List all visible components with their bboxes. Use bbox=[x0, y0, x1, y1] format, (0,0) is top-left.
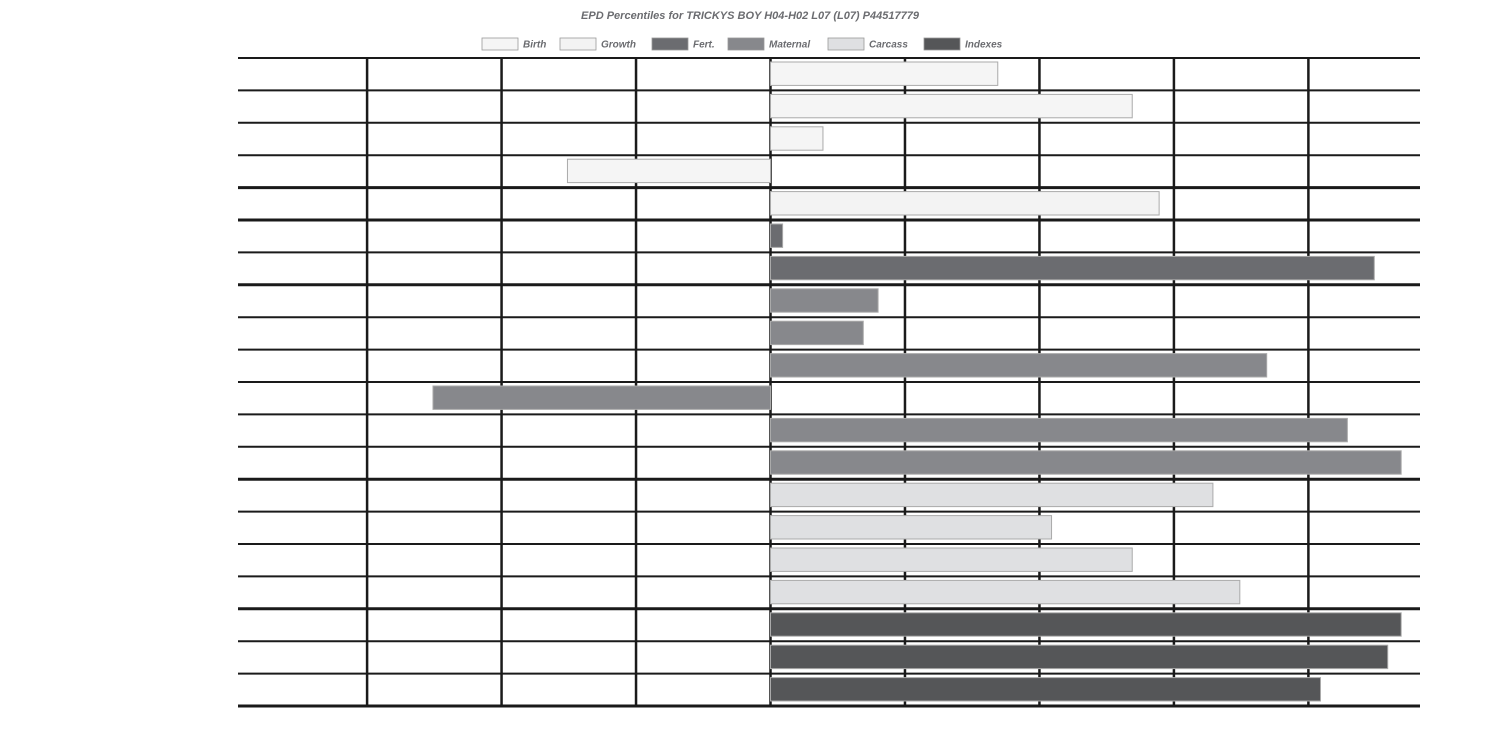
legend-label-5: Indexes bbox=[965, 40, 1003, 51]
bar-carcass-16 bbox=[770, 579, 1241, 605]
bar-birth-1 bbox=[770, 93, 1133, 119]
bar-carcass-13 bbox=[770, 482, 1214, 508]
bar-carcass-15 bbox=[770, 547, 1133, 572]
bar-birth-3 bbox=[566, 158, 772, 184]
legend-swatch-4 bbox=[827, 37, 865, 51]
bar-birth-0 bbox=[770, 61, 999, 86]
bar-maternal-12 bbox=[770, 450, 1402, 475]
bar-maternal-8 bbox=[770, 320, 864, 346]
legend-label-0: Birth bbox=[523, 40, 546, 51]
chart-title: EPD Percentiles for TRICKYS BOY H04-H02 … bbox=[581, 10, 920, 22]
bar-maternal-7 bbox=[770, 288, 879, 313]
legend-label-1: Growth bbox=[601, 40, 636, 51]
bar-fert-6 bbox=[770, 255, 1375, 281]
bar-indexes-18 bbox=[770, 644, 1389, 670]
bar-fert-5 bbox=[770, 223, 784, 248]
legend-label-4: Carcass bbox=[869, 40, 908, 51]
legend-swatch-0 bbox=[481, 37, 519, 51]
bars bbox=[432, 61, 1402, 702]
legend-swatch-1 bbox=[559, 37, 597, 51]
bar-maternal-11 bbox=[770, 417, 1348, 443]
legend-swatch-5 bbox=[923, 37, 961, 51]
bar-indexes-17 bbox=[770, 612, 1402, 637]
bar-maternal-9 bbox=[770, 353, 1268, 378]
legend-label-2: Fert. bbox=[693, 40, 715, 51]
legend-swatch-2 bbox=[651, 37, 689, 51]
bar-birth-2 bbox=[770, 126, 824, 151]
bar-carcass-14 bbox=[770, 515, 1053, 540]
legend-label-3: Maternal bbox=[769, 40, 810, 51]
bar-maternal-10 bbox=[432, 385, 772, 410]
bar-growth-4 bbox=[770, 191, 1160, 216]
legend-swatch-3 bbox=[727, 37, 765, 51]
grid bbox=[238, 57, 1420, 708]
bar-indexes-19 bbox=[770, 677, 1321, 702]
legend: Birth Growth Fert. Maternal Carcass Indexes bbox=[481, 37, 1003, 51]
